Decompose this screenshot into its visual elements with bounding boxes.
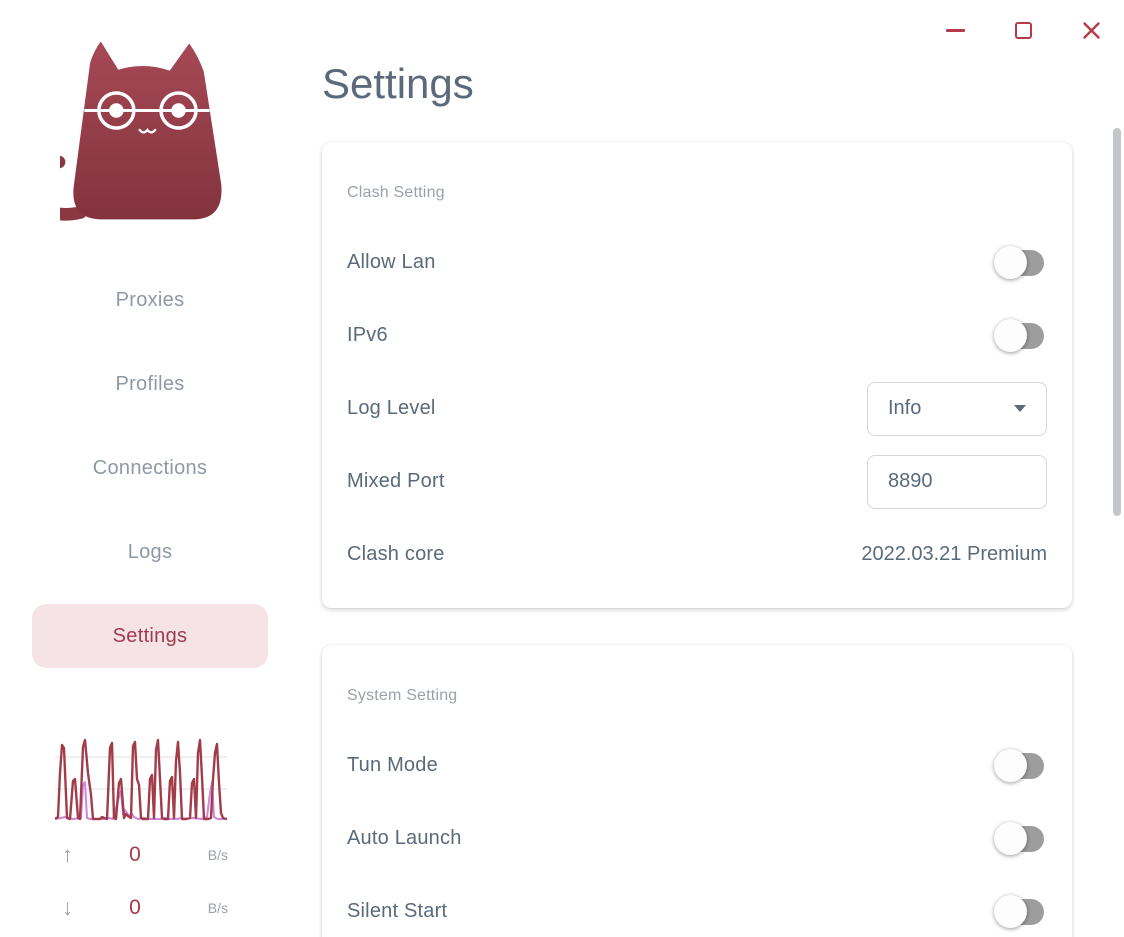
sidebar-item-settings[interactable]: Settings (32, 604, 268, 668)
sidebar-item-logs[interactable]: Logs (127, 540, 173, 563)
tun-mode-row: Tun Mode (347, 729, 1047, 802)
scrollbar-thumb[interactable] (1113, 128, 1121, 516)
toggle-knob (994, 246, 1027, 279)
minimize-icon (945, 28, 965, 32)
window-controls (938, 13, 1108, 47)
clash-setting-card: Clash Setting Allow Lan IPv6 Log Level (322, 142, 1072, 608)
tun-mode-label: Tun Mode (347, 754, 438, 776)
arrow-up-icon: ↑ (62, 842, 73, 867)
upload-speed-value: 0 (129, 843, 141, 866)
silent-start-toggle[interactable] (994, 895, 1044, 928)
sidebar-item-profiles[interactable]: Profiles (115, 372, 185, 395)
auto-launch-row: Auto Launch (347, 802, 1047, 875)
sidebar-item-proxies[interactable]: Proxies (115, 288, 185, 311)
clash-core-label: Clash core (347, 543, 445, 565)
silent-start-row: Silent Start (347, 875, 1047, 937)
toggle-knob (994, 895, 1027, 928)
tun-mode-toggle[interactable] (994, 749, 1044, 782)
toggle-knob (994, 749, 1027, 782)
maximize-icon (1014, 21, 1032, 39)
sidebar-nav: Proxies Profiles Connections Logs Settin… (0, 268, 300, 688)
upload-speed-row: ↑ 0 B/s (50, 842, 228, 868)
toggle-knob (994, 319, 1027, 352)
ipv6-row: IPv6 (347, 299, 1047, 372)
close-button[interactable] (1074, 13, 1108, 47)
log-level-value: Info (888, 397, 922, 419)
allow-lan-row: Allow Lan (347, 226, 1047, 299)
system-setting-card: System Setting Tun Mode Auto Launch Sile… (322, 645, 1072, 937)
clash-core-version: 2022.03.21 Premium (861, 543, 1047, 565)
glasses-right-lens (159, 91, 198, 130)
mixed-port-row: Mixed Port (347, 445, 1047, 518)
maximize-button[interactable] (1006, 13, 1040, 47)
toggle-knob (994, 822, 1027, 855)
download-speed-unit: B/s (207, 900, 228, 916)
close-icon (1082, 21, 1100, 39)
upload-line (55, 738, 227, 821)
auto-launch-toggle[interactable] (994, 822, 1044, 855)
mixed-port-input[interactable] (867, 454, 1047, 509)
download-speed-value: 0 (129, 896, 141, 919)
allow-lan-label: Allow Lan (347, 251, 436, 273)
log-level-row: Log Level Info (347, 372, 1047, 445)
card-section-title: System Setting (347, 687, 458, 704)
sidebar: Proxies Profiles Connections Logs Settin… (0, 0, 300, 937)
clash-cat-logo (60, 41, 222, 221)
ipv6-toggle[interactable] (994, 319, 1044, 352)
page-title: Settings (322, 60, 474, 107)
right-eye (171, 103, 186, 118)
chevron-down-icon (1014, 405, 1026, 412)
clash-core-row: Clash core 2022.03.21 Premium (347, 518, 1047, 591)
silent-start-label: Silent Start (347, 900, 448, 922)
auto-launch-label: Auto Launch (347, 827, 462, 849)
glasses-left-lens (97, 91, 136, 130)
left-eye (109, 103, 124, 118)
traffic-graph (55, 738, 227, 821)
ipv6-label: IPv6 (347, 324, 388, 346)
allow-lan-toggle[interactable] (994, 246, 1044, 279)
minimize-button[interactable] (938, 13, 972, 47)
upload-speed-unit: B/s (207, 847, 228, 863)
mixed-port-label: Mixed Port (347, 470, 445, 492)
log-level-select[interactable]: Info (867, 381, 1047, 436)
arrow-down-icon: ↓ (62, 895, 73, 920)
card-section-title: Clash Setting (347, 184, 445, 201)
sidebar-item-connections[interactable]: Connections (92, 456, 208, 479)
download-speed-row: ↓ 0 B/s (50, 895, 228, 921)
log-level-label: Log Level (347, 397, 436, 419)
cat-mouth (138, 128, 157, 134)
